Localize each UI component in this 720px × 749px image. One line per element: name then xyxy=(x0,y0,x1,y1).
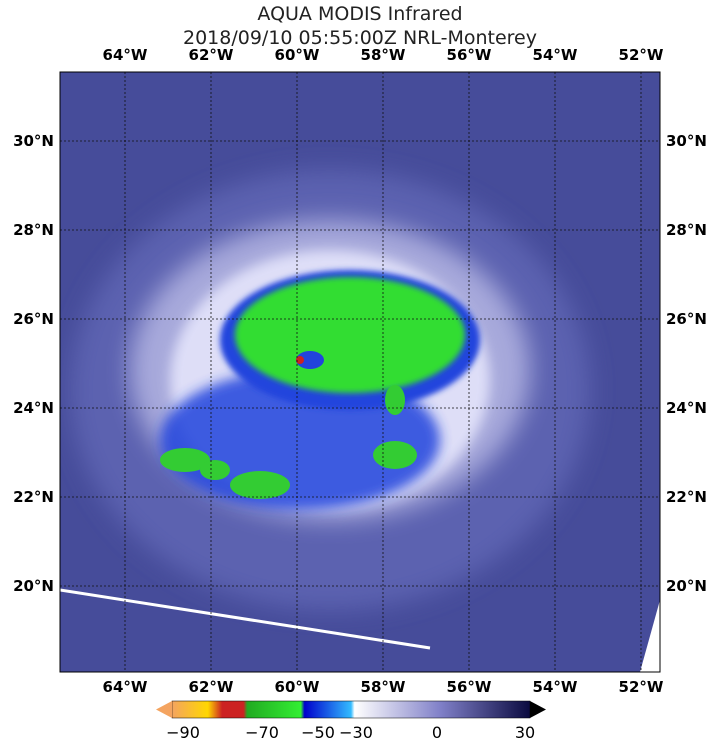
latitude-label: 20°N xyxy=(13,577,54,595)
graticule xyxy=(60,72,660,672)
map-frame xyxy=(59,71,661,673)
colorbar-label: −50 xyxy=(301,723,335,742)
satellite-image xyxy=(60,72,660,672)
latitude-label: 22°N xyxy=(13,488,54,506)
subtitle: 2018/09/10 05:55:00Z NRL-Monterey xyxy=(183,27,537,49)
longitude-label: 52°W xyxy=(619,46,664,64)
colorbar xyxy=(156,700,546,719)
colorbar-label: 0 xyxy=(432,723,442,742)
latitude-label: 20°N xyxy=(666,577,707,595)
longitude-label: 56°W xyxy=(447,678,492,696)
longitude-label: 52°W xyxy=(619,678,664,696)
colorbar-label: −30 xyxy=(339,723,373,742)
latitude-label: 28°N xyxy=(666,221,707,239)
latitude-label: 24°N xyxy=(13,399,54,417)
longitude-label: 54°W xyxy=(533,46,578,64)
colorbar-label: 30 xyxy=(515,723,535,742)
longitude-label: 60°W xyxy=(275,678,320,696)
latitude-label: 28°N xyxy=(13,221,54,239)
latitude-label: 30°N xyxy=(13,132,54,150)
longitude-label: 60°W xyxy=(275,46,320,64)
latitude-label: 30°N xyxy=(666,132,707,150)
latitude-label: 24°N xyxy=(666,399,707,417)
colorbar-label: −90 xyxy=(166,723,200,742)
latitude-label: 26°N xyxy=(13,310,54,328)
longitude-label: 64°W xyxy=(103,678,148,696)
longitude-label: 62°W xyxy=(189,46,234,64)
title: AQUA MODIS Infrared xyxy=(257,3,462,25)
latitude-label: 22°N xyxy=(666,488,707,506)
longitude-label: 56°W xyxy=(447,46,492,64)
longitude-label: 54°W xyxy=(533,678,578,696)
longitude-label: 64°W xyxy=(103,46,148,64)
longitude-label: 58°W xyxy=(361,678,406,696)
latitude-label: 26°N xyxy=(666,310,707,328)
longitude-label: 62°W xyxy=(189,678,234,696)
longitude-label: 58°W xyxy=(361,46,406,64)
colorbar-label: −70 xyxy=(245,723,279,742)
